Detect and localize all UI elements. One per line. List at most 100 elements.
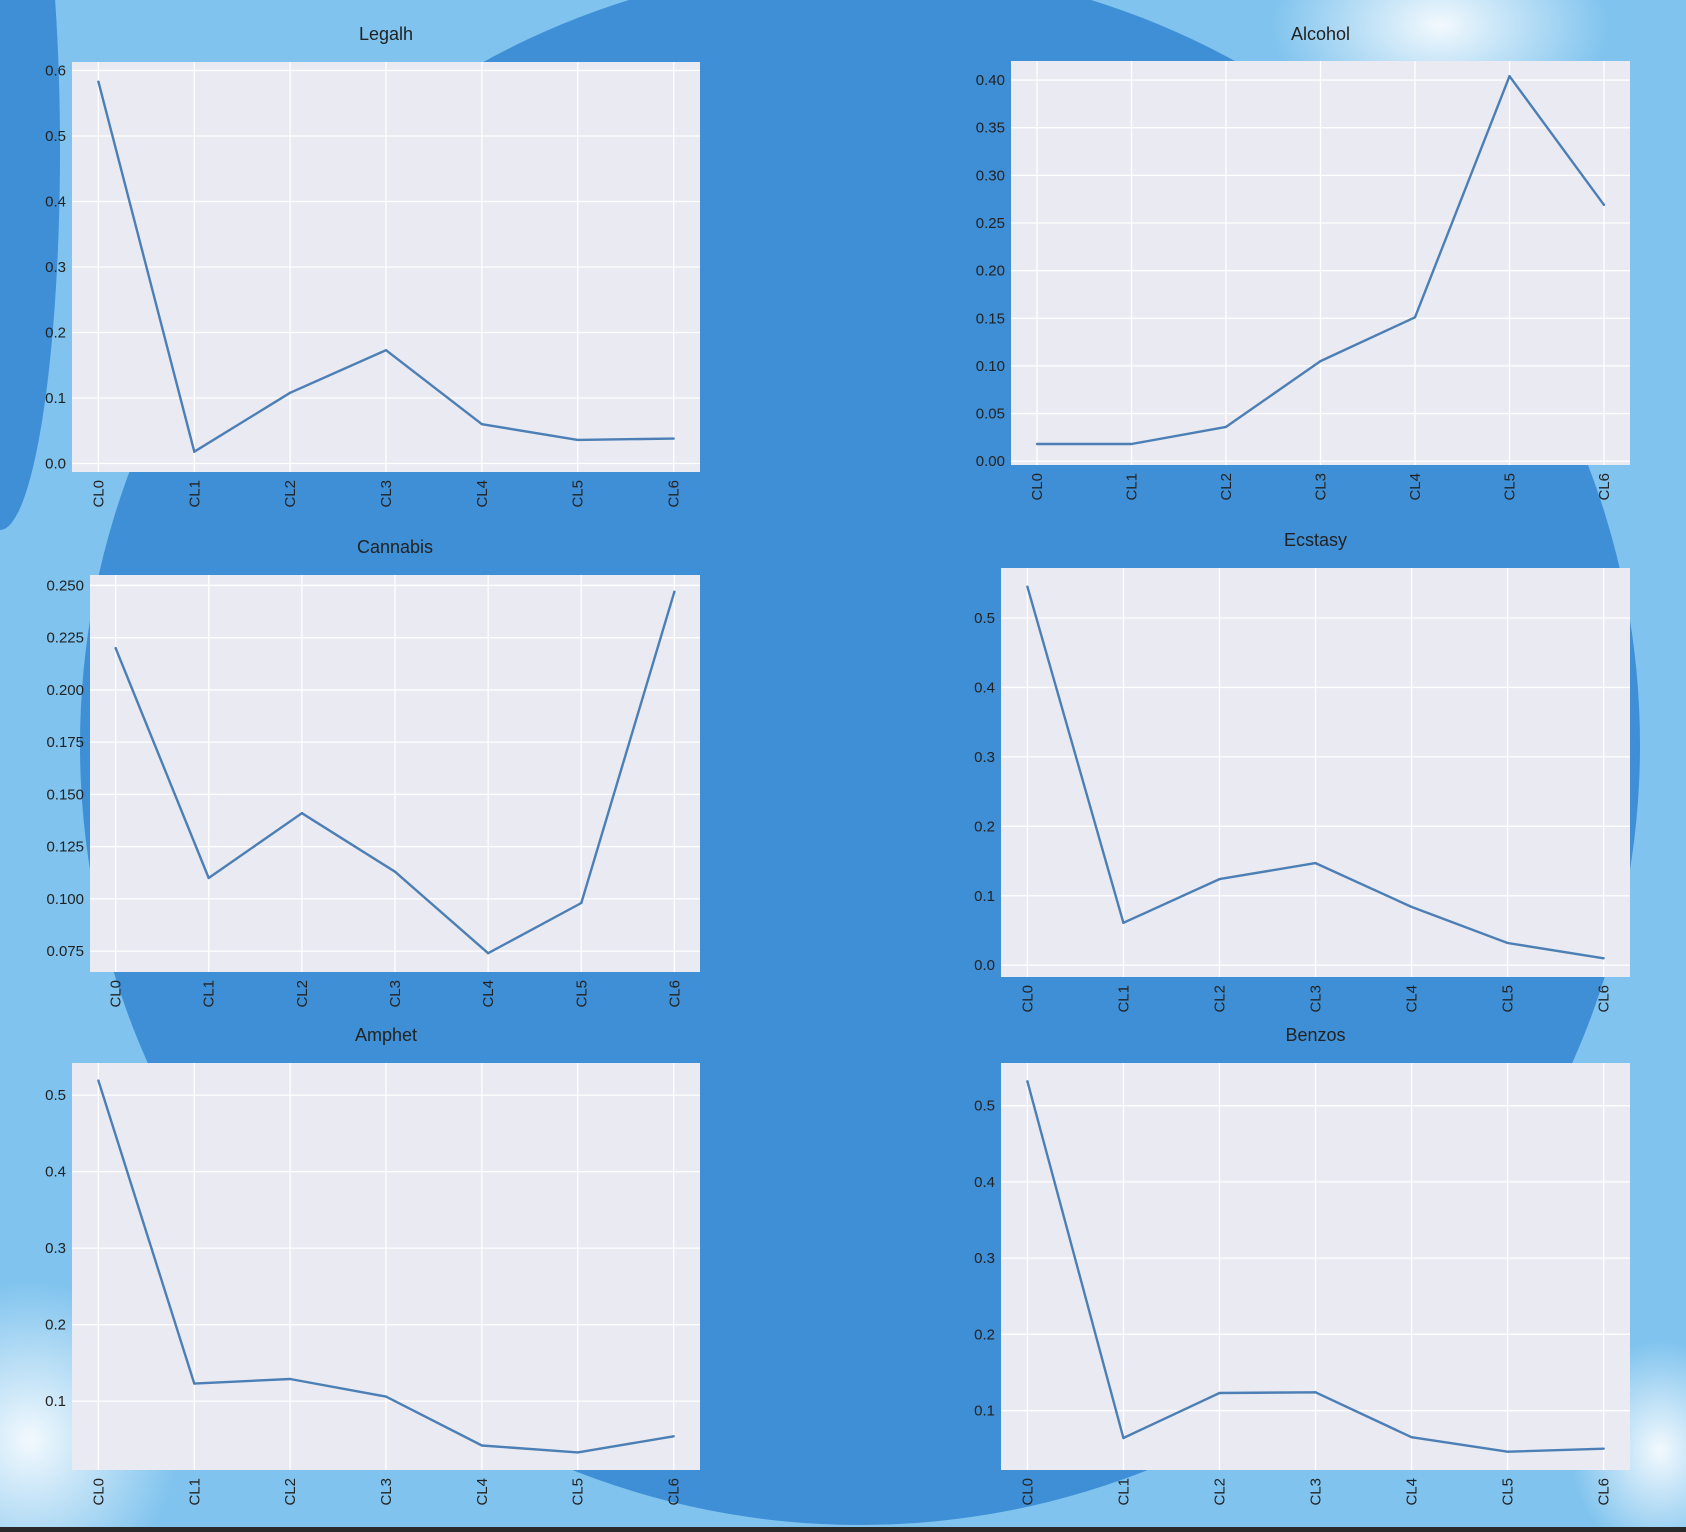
x-tick-label: CL2 [1218, 473, 1235, 501]
x-tick-label: CL5 [1502, 473, 1519, 501]
data-point [481, 1444, 483, 1446]
x-tick-label: CL0 [1019, 985, 1036, 1013]
y-tick-label: 0.4 [974, 1174, 995, 1191]
y-tick-label: 0.2 [45, 1317, 66, 1334]
data-point [672, 1435, 674, 1437]
x-tick-label: CL2 [1211, 1478, 1228, 1506]
y-tick-label: 0.30 [976, 167, 1005, 184]
data-point [385, 349, 387, 351]
data-point [577, 1451, 579, 1453]
y-tick-label: 0.175 [46, 734, 84, 751]
chart-ecstasy: Ecstasy 0.0 0.1 0.2 0.3 0.4 0.5 CL0 CL1 CL2 CL3 CL4… [940, 533, 1686, 1030]
data-point [193, 450, 195, 452]
x-tick-label: CL6 [1596, 1478, 1613, 1506]
data-point [1026, 1080, 1028, 1082]
x-tick-label: CL1 [186, 480, 203, 508]
x-tick-label: CL4 [1407, 473, 1424, 501]
y-tick-label: 0.200 [46, 682, 84, 699]
x-tick-label: CL3 [1308, 985, 1325, 1013]
data-point [208, 877, 210, 879]
y-tick-label: 0.5 [974, 1098, 995, 1115]
y-tick-label: 0.225 [46, 630, 84, 647]
plot-svg: 0.0 0.1 0.2 0.3 0.4 0.5 0.6 CL0 CL1 CL2 CL3 CL4 CL5 C… [0, 28, 720, 528]
x-tick-label: CL6 [666, 980, 683, 1008]
x-tick-label: CL6 [1596, 473, 1613, 501]
data-point [385, 1395, 387, 1397]
y-tick-label: 0.250 [46, 577, 84, 594]
plot-svg: 0.1 0.2 0.3 0.4 0.5 CL0 CL1 CL2 CL3 CL4 CL5 CL6 [0, 1030, 720, 1530]
x-tick-label: CL5 [1500, 985, 1517, 1013]
x-tick-label: CL3 [378, 480, 395, 508]
y-tick-label: 0.3 [974, 1250, 995, 1267]
x-tick-label: CL1 [1123, 473, 1140, 501]
x-tick-label: CL6 [666, 1478, 683, 1506]
chart-legalh: Legalh 0.0 0.1 0.2 0.3 0.4 0.5 0.6 CL0 CL1 CL2 CL3 C… [0, 28, 720, 528]
y-tick-label: 0.4 [974, 679, 995, 696]
y-tick-label: 0.4 [45, 194, 66, 211]
y-tick-label: 0.5 [974, 610, 995, 627]
chart-amphet: Amphet 0.1 0.2 0.3 0.4 0.5 CL0 CL1 CL2 CL3 CL4 CL5 C… [0, 1030, 720, 1530]
x-tick-label: CL0 [90, 480, 107, 508]
data-point [1122, 922, 1124, 924]
data-point [394, 871, 396, 873]
data-point [97, 1079, 99, 1081]
data-point [1026, 586, 1028, 588]
data-point [481, 423, 483, 425]
y-tick-label: 0.5 [45, 128, 66, 145]
plot-svg: 0.075 0.100 0.125 0.150 0.175 0.200 0.225 0.250… [0, 540, 720, 1030]
x-tick-label: CL4 [474, 1478, 491, 1506]
y-tick-label: 0.15 [976, 310, 1005, 327]
plot-svg: 0.1 0.2 0.3 0.4 0.5 CL0 CL1 CL2 CL3 CL4 CL5 CL6 [940, 1030, 1686, 1530]
x-tick-label: CL6 [666, 480, 683, 508]
data-point [114, 647, 116, 649]
x-tick-label: CL5 [570, 480, 587, 508]
x-tick-label: CL6 [1596, 985, 1613, 1013]
x-tick-label: CL1 [186, 1478, 203, 1506]
data-point [487, 952, 489, 954]
y-tick-label: 0.1 [45, 1393, 66, 1410]
y-tick-label: 0.20 [976, 263, 1005, 280]
data-point [672, 437, 674, 439]
data-point [1603, 204, 1605, 206]
y-tick-label: 0.1 [974, 888, 995, 905]
x-tick-label: CL4 [474, 480, 491, 508]
y-tick-label: 0.00 [976, 453, 1005, 470]
chart-cannabis: Cannabis 0.075 0.100 0.125 0.150 0.175 0.200 0.… [0, 540, 720, 1030]
x-tick-label: CL4 [1404, 1478, 1421, 1506]
data-point [1225, 426, 1227, 428]
x-tick-label: CL2 [282, 480, 299, 508]
data-point [1414, 316, 1416, 318]
plot-svg: 0.00 0.05 0.10 0.15 0.20 0.25 0.30 0.35 0.40 CL0 C… [940, 28, 1686, 528]
y-tick-label: 0.2 [974, 818, 995, 835]
y-tick-label: 0.0 [45, 455, 66, 472]
data-point [193, 1382, 195, 1384]
x-tick-label: CL0 [108, 980, 125, 1008]
data-point [580, 902, 582, 904]
y-tick-label: 0.125 [46, 839, 84, 856]
y-tick-label: 0.3 [974, 749, 995, 766]
data-point [1410, 1436, 1412, 1438]
x-tick-label: CL3 [387, 980, 404, 1008]
data-point [1508, 75, 1510, 77]
y-tick-label: 0.25 [976, 215, 1005, 232]
data-point [577, 439, 579, 441]
x-tick-label: CL5 [573, 980, 590, 1008]
y-tick-label: 0.35 [976, 120, 1005, 137]
x-tick-label: CL3 [378, 1478, 395, 1506]
x-tick-label: CL3 [1308, 1478, 1325, 1506]
x-tick-label: CL1 [1115, 985, 1132, 1013]
data-point [1602, 1447, 1604, 1449]
data-point [1130, 443, 1132, 445]
data-point [1036, 443, 1038, 445]
x-tick-label: CL0 [1029, 473, 1046, 501]
data-point [1506, 1451, 1508, 1453]
y-tick-label: 0.150 [46, 786, 84, 803]
y-tick-label: 0.2 [45, 324, 66, 341]
data-point [1314, 1391, 1316, 1393]
y-tick-label: 0.1 [974, 1403, 995, 1420]
y-tick-label: 0.075 [46, 943, 84, 960]
x-tick-label: CL5 [1500, 1478, 1517, 1506]
y-tick-label: 0.100 [46, 891, 84, 908]
data-point [673, 591, 675, 593]
x-tick-label: CL3 [1313, 473, 1330, 501]
